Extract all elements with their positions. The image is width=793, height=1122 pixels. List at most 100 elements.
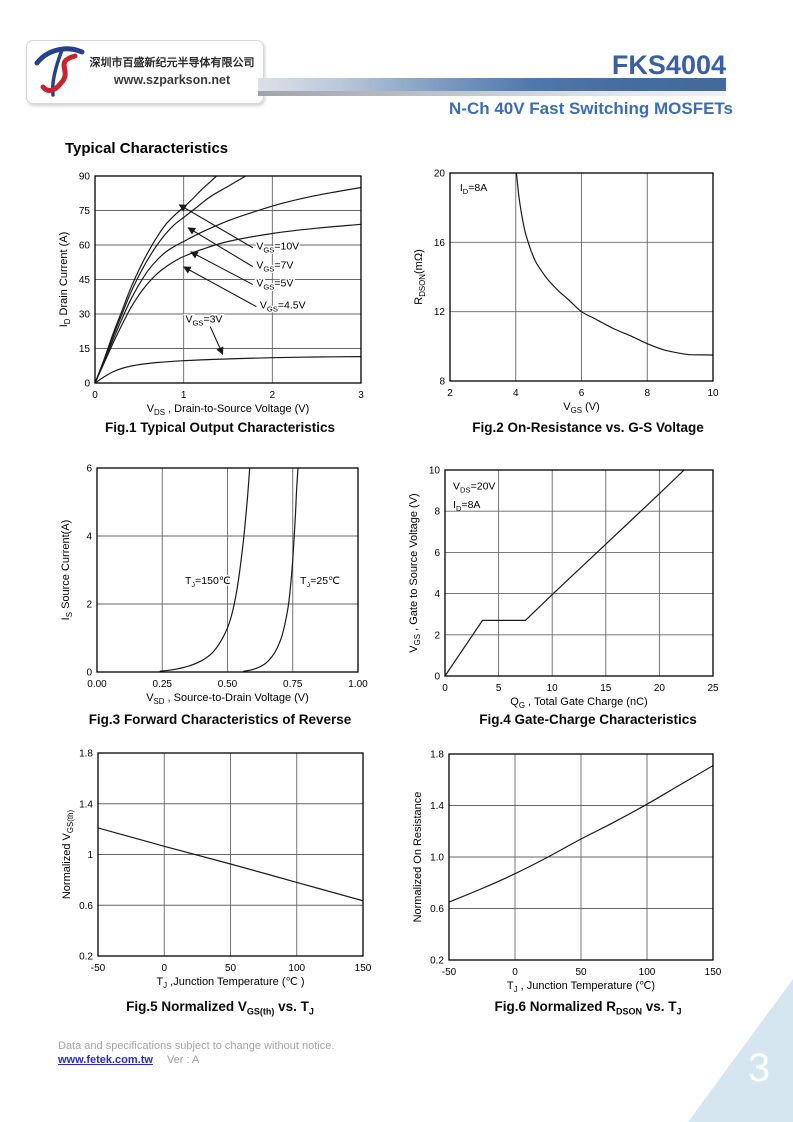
svg-text:-50: -50 (442, 967, 457, 978)
svg-text:10: 10 (547, 683, 559, 694)
figure-caption-fig6: Fig.6 Normalized RDSON vs. TJ (494, 999, 682, 1017)
figure-fig4: 0 5 10 15 20 25 0 2 4 6 8 10 QG , Total Gate Charge … (400, 458, 776, 728)
figure-fig6: -50 0 50 100 150 0.2 0.6 1.0 1.4 1.8 TJ , Junction… (400, 745, 776, 1017)
svg-text:150: 150 (355, 963, 372, 974)
svg-text:0.25: 0.25 (153, 679, 173, 690)
svg-text:0: 0 (92, 390, 98, 401)
svg-text:75: 75 (79, 206, 91, 217)
svg-text:1.4: 1.4 (430, 801, 444, 812)
figure-plot-fig5: -50 0 50 100 150 0.2 0.6 1 1.4 1.8 TJ ,Junction Te… (61, 749, 372, 991)
svg-text:25: 25 (707, 683, 719, 694)
svg-text:VGS=4.5V: VGS=4.5V (260, 299, 306, 313)
section-title: Typical Characteristics (65, 140, 229, 157)
svg-text:1: 1 (87, 850, 93, 861)
svg-text:VDS=20V: VDS=20V (453, 481, 495, 495)
svg-text:12: 12 (434, 307, 446, 318)
figure-caption-fig1: Fig.1 Typical Output Characteristics (104, 420, 336, 435)
svg-text:100: 100 (288, 963, 305, 974)
company-logo-box: 深圳市百盛新纪元半导体有限公司 www.szparkson.net (26, 40, 264, 104)
figure-caption-fig5: Fig.5 Normalized VGS(th) vs. TJ (126, 999, 314, 1017)
svg-text:6: 6 (86, 464, 92, 475)
svg-text:1.8: 1.8 (79, 749, 93, 760)
footer-version: Ver : A (166, 1054, 200, 1066)
figure-plot-fig4: 0 5 10 15 20 25 0 2 4 6 8 10 QG , Total Gate Charge … (408, 466, 719, 711)
svg-text:0.50: 0.50 (218, 679, 238, 690)
svg-text:0.75: 0.75 (283, 679, 303, 690)
svg-text:VGS=10V: VGS=10V (256, 241, 299, 255)
svg-text:VGS=5V: VGS=5V (256, 277, 293, 291)
svg-text:10: 10 (707, 388, 719, 399)
svg-text:0: 0 (442, 683, 448, 694)
svg-text:1: 1 (181, 390, 187, 401)
svg-text:2: 2 (434, 630, 440, 641)
svg-text:20: 20 (434, 169, 446, 180)
svg-text:RDSON(mΩ): RDSON(mΩ) (413, 249, 427, 304)
figure-caption-fig2: Fig.2 On-Resistance vs. G-S Voltage (472, 420, 704, 435)
svg-text:60: 60 (79, 241, 91, 252)
svg-text:4: 4 (86, 532, 92, 543)
svg-text:6: 6 (579, 388, 585, 399)
figure-fig2: 2 4 6 8 10 8 12 16 20 VGS (V) RDSON(mΩ) ID=8A Fig.2 … (400, 166, 776, 436)
svg-text:0: 0 (161, 963, 167, 974)
svg-text:ID=8A: ID=8A (453, 499, 480, 513)
svg-text:0.00: 0.00 (87, 679, 107, 690)
svg-text:0: 0 (86, 668, 92, 679)
svg-text:IS Source Current(A): IS Source Current(A) (60, 520, 74, 621)
svg-text:150: 150 (705, 967, 722, 978)
svg-text:3: 3 (358, 390, 364, 401)
page-footer: Data and specifications subject to chang… (58, 1039, 334, 1067)
svg-text:1.8: 1.8 (430, 750, 444, 761)
company-website: www.szparkson.net (113, 73, 231, 87)
svg-text:6: 6 (434, 548, 440, 559)
header-accent-bar-shadow (258, 91, 726, 96)
svg-text:Normalized On Resistance: Normalized On Resistance (412, 792, 424, 923)
svg-text:VDS , Drain-to-Source Voltage: VDS , Drain-to-Source Voltage (V) (147, 403, 310, 417)
svg-text:10: 10 (429, 466, 441, 477)
svg-text:8: 8 (439, 377, 445, 388)
svg-text:ID Drain Current (A): ID Drain Current (A) (58, 232, 72, 328)
svg-text:0.6: 0.6 (430, 904, 444, 915)
header-accent-bar (258, 78, 726, 91)
svg-text:0: 0 (512, 967, 518, 978)
svg-text:50: 50 (225, 963, 237, 974)
svg-text:QG , Total Gate Charge (nC): QG , Total Gate Charge (nC) (510, 696, 647, 710)
svg-text:ID=8A: ID=8A (460, 182, 487, 196)
svg-text:TJ , Junction Temperature (℃): TJ , Junction Temperature (℃) (507, 980, 655, 994)
figure-fig5: -50 0 50 100 150 0.2 0.6 1 1.4 1.8 TJ ,Junction Te… (40, 745, 400, 1017)
svg-text:1.4: 1.4 (79, 799, 93, 810)
svg-text:45: 45 (79, 275, 91, 286)
part-number-title: FKS4004 (611, 50, 726, 80)
figure-caption-fig4: Fig.4 Gate-Charge Characteristics (479, 712, 697, 727)
svg-text:Normalized VGS(th): Normalized VGS(th) (61, 810, 75, 900)
svg-text:0.2: 0.2 (79, 952, 93, 963)
svg-text:TJ=150℃: TJ=150℃ (185, 575, 231, 589)
svg-text:50: 50 (575, 967, 587, 978)
svg-text:20: 20 (654, 683, 666, 694)
figure-caption-fig3: Fig.3 Forward Characteristics of Reverse (88, 712, 352, 727)
svg-text:2: 2 (86, 600, 92, 611)
figure-fig3: 0.00 0.25 0.50 0.75 1.00 0 2 4 6 VSD , Source-to-… (40, 458, 400, 728)
svg-text:0.6: 0.6 (79, 901, 93, 912)
figure-plot-fig3: 0.00 0.25 0.50 0.75 1.00 0 2 4 6 VSD , Source-to-… (60, 464, 368, 707)
svg-text:VGS (V): VGS (V) (563, 401, 599, 415)
svg-text:15: 15 (79, 344, 91, 355)
svg-text:1.00: 1.00 (348, 679, 368, 690)
company-logo-text: 深圳市百盛新纪元半导体有限公司 www.szparkson.net (85, 41, 259, 103)
svg-text:16: 16 (434, 238, 446, 249)
footer-website-link[interactable]: www.fetek.com.tw (58, 1054, 153, 1066)
company-name: 深圳市百盛新纪元半导体有限公司 (89, 57, 255, 69)
svg-text:VSD , Source-to-Drain Voltage: VSD , Source-to-Drain Voltage (V) (146, 692, 309, 706)
figure-plot-fig2: 2 4 6 8 10 8 12 16 20 VGS (V) RDSON(mΩ) ID=8A (413, 169, 719, 416)
page-number: 3 (747, 1046, 771, 1090)
svg-text:0.2: 0.2 (430, 956, 444, 967)
footer-notice: Data and specifications subject to chang… (58, 1040, 335, 1052)
svg-text:0: 0 (84, 379, 90, 390)
svg-text:1.0: 1.0 (430, 853, 444, 864)
svg-text:30: 30 (79, 310, 91, 321)
company-logo-icon (34, 46, 85, 97)
product-subtitle: N-Ch 40V Fast Switching MOSFETs (449, 99, 733, 118)
figure-fig1: 0 1 2 3 0 15 30 45 60 75 90 VDS , Drain-to-Source V… (40, 166, 400, 436)
svg-text:100: 100 (639, 967, 656, 978)
